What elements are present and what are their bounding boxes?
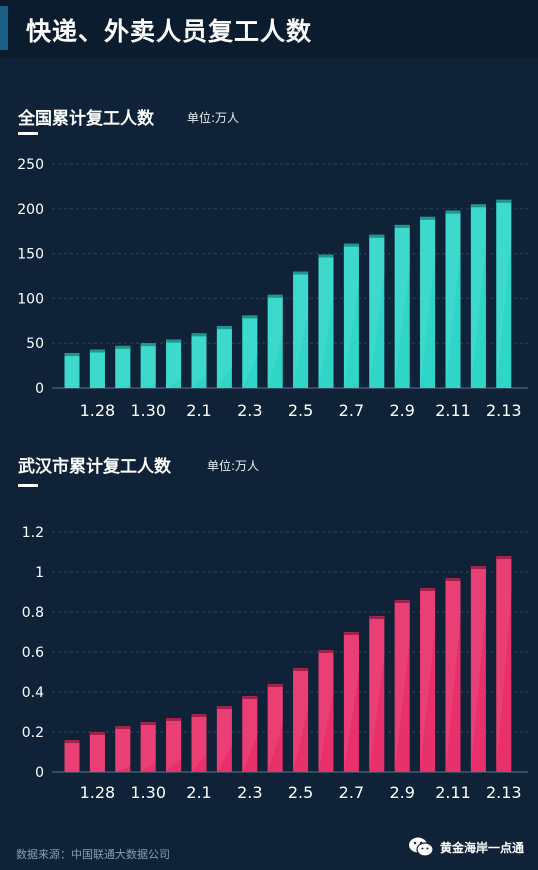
chart1-bar [140, 343, 156, 388]
chart1-bar [318, 254, 334, 388]
chart1-bar [343, 243, 359, 388]
data-source: 数据来源：中国联通大数据公司 [16, 848, 170, 861]
chart2-plot: 0 0.2 0.4 0.6 0.8 1 1.2 1.28 1.30 2.1 2.3 2.5 2.7 2.9… [22, 525, 528, 802]
title-bar: 快递、外卖人员复工人数 [0, 0, 538, 58]
chart2-ytick: 1 [35, 565, 44, 581]
page-title: 快递、外卖人员复工人数 [26, 17, 313, 46]
chart2-bar [115, 726, 131, 772]
title-accent [0, 6, 8, 50]
chart1-unit: 单位:万人 [187, 111, 240, 125]
wechat-icon [408, 837, 434, 857]
chart1-ytick: 200 [17, 202, 44, 218]
chart2-bar [470, 566, 486, 772]
chart2-ytick: 1.2 [22, 525, 44, 541]
chart2-ytick: 0.2 [22, 725, 44, 741]
chart2-bar [140, 722, 156, 772]
chart1-xtick: 2.13 [486, 401, 522, 420]
chart2-unit: 单位:万人 [207, 459, 260, 473]
chart2-xtick: 2.7 [339, 783, 364, 802]
chart1-bar [191, 333, 207, 388]
chart2-xtick: 2.11 [435, 783, 471, 802]
chart2-xtick: 1.30 [130, 783, 166, 802]
chart2-xtick: 1.28 [80, 783, 116, 802]
chart2-ytick: 0 [35, 765, 44, 781]
chart2-bar [191, 714, 207, 772]
chart2-bar [318, 650, 334, 772]
watermark: 黄金海岸一点通 [408, 836, 524, 858]
chart2-bar [445, 578, 461, 772]
chart1-xtick: 2.11 [435, 401, 471, 420]
chart1-ytick: 100 [17, 291, 44, 307]
chart1-xtick: 2.5 [288, 401, 313, 420]
chart1-bar [166, 339, 182, 388]
chart1-ytick: 150 [17, 247, 44, 263]
chart1-ytick: 50 [26, 336, 44, 352]
chart2-title: 武汉市累计复工人数 [18, 457, 171, 477]
chart1-xtick: 2.1 [186, 401, 211, 420]
chart1-bar [242, 315, 258, 388]
chart1-plot: 0 50 100 150 200 250 1.28 1.30 2.1 2.3 2.5 2.7 2.9 2.… [17, 157, 528, 420]
chart1-bar [420, 216, 436, 388]
chart2-bar [369, 616, 385, 772]
chart2-bar [394, 600, 410, 772]
chart1-ytick: 0 [35, 381, 44, 397]
chart1-bar [293, 271, 309, 388]
chart1-xtick: 1.30 [130, 401, 166, 420]
chart2-bar [420, 588, 436, 772]
chart2-ytick: 0.6 [22, 645, 44, 661]
chart2-bar [64, 740, 80, 772]
chart2-title-dash [18, 484, 38, 487]
chart2-xtick: 2.1 [186, 783, 211, 802]
chart1-xtick: 2.3 [237, 401, 262, 420]
chart2-xtick: 2.3 [237, 783, 262, 802]
chart2-xtick: 2.5 [288, 783, 313, 802]
chart2-ytick: 0.4 [22, 685, 44, 701]
chart1-bar [267, 294, 283, 388]
chart2-bar [343, 632, 359, 772]
chart1-bar [369, 234, 385, 388]
chart1-bar [89, 349, 105, 388]
chart1-bar [394, 224, 410, 388]
chart1-ytick: 250 [17, 157, 44, 173]
chart1-xtick: 1.28 [80, 401, 116, 420]
chart1-xtick: 2.7 [339, 401, 364, 420]
chart2-bar [293, 668, 309, 772]
chart2-bar [267, 684, 283, 772]
chart2-bar [496, 556, 512, 772]
chart2-xtick: 2.9 [389, 783, 414, 802]
chart2-bar [216, 706, 232, 772]
chart1-bar [216, 326, 232, 388]
chart2-bar [89, 732, 105, 772]
chart2-bar [166, 718, 182, 772]
chart1-bar [470, 204, 486, 388]
watermark-text: 黄金海岸一点通 [439, 840, 524, 855]
chart1-bar [445, 210, 461, 388]
chart2-bar [242, 696, 258, 772]
chart2-xtick: 2.13 [486, 783, 522, 802]
chart1-title-dash [18, 132, 38, 135]
chart1-bar [64, 353, 80, 388]
chart2-ytick: 0.8 [22, 605, 44, 621]
chart1-xtick: 2.9 [389, 401, 414, 420]
chart1-bar [115, 345, 131, 388]
chart1-title: 全国累计复工人数 [18, 109, 154, 129]
chart1-bar [496, 199, 512, 388]
